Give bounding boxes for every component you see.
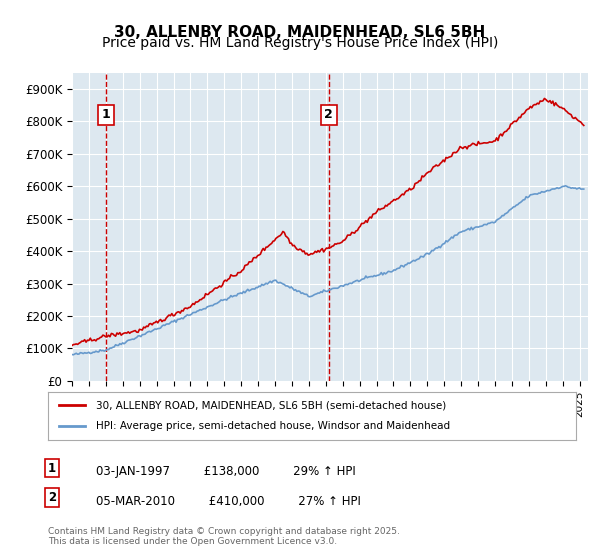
Text: 2: 2 (325, 109, 333, 122)
Text: 03-JAN-1997         £138,000         29% ↑ HPI: 03-JAN-1997 £138,000 29% ↑ HPI (81, 465, 356, 478)
Text: HPI: Average price, semi-detached house, Windsor and Maidenhead: HPI: Average price, semi-detached house,… (95, 421, 449, 431)
Text: Contains HM Land Registry data © Crown copyright and database right 2025.
This d: Contains HM Land Registry data © Crown c… (48, 526, 400, 546)
Text: 30, ALLENBY ROAD, MAIDENHEAD, SL6 5BH: 30, ALLENBY ROAD, MAIDENHEAD, SL6 5BH (115, 25, 485, 40)
Text: Price paid vs. HM Land Registry's House Price Index (HPI): Price paid vs. HM Land Registry's House … (102, 36, 498, 50)
Text: 1: 1 (102, 109, 111, 122)
Text: 05-MAR-2010         £410,000         27% ↑ HPI: 05-MAR-2010 £410,000 27% ↑ HPI (81, 494, 361, 508)
Text: 1: 1 (48, 461, 56, 474)
Text: 30, ALLENBY ROAD, MAIDENHEAD, SL6 5BH (semi-detached house): 30, ALLENBY ROAD, MAIDENHEAD, SL6 5BH (s… (95, 400, 446, 410)
Text: 2: 2 (48, 491, 56, 504)
